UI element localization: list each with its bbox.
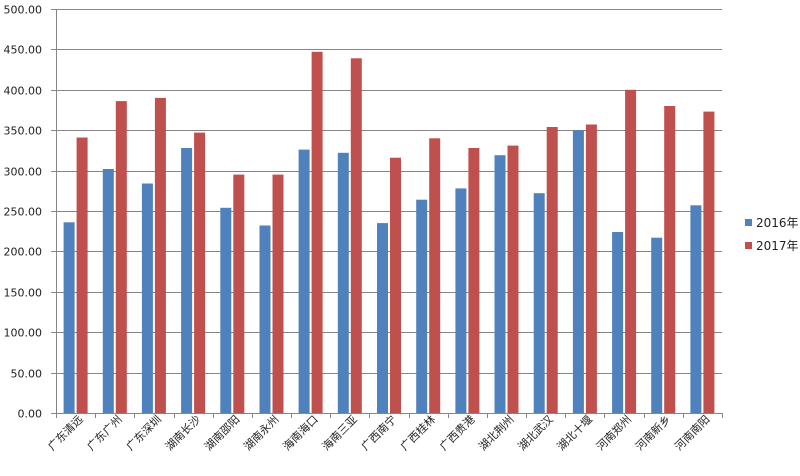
bar-2016 xyxy=(181,148,193,413)
y-tick-label: 250.00 xyxy=(4,206,43,219)
bar-2017 xyxy=(625,89,637,414)
x-category-label: 湖北武汉 xyxy=(516,413,556,453)
bar-2017 xyxy=(272,174,284,413)
bar-2016 xyxy=(533,193,545,413)
bar-2017 xyxy=(546,127,558,413)
bars xyxy=(63,51,715,414)
y-tick-label: 200.00 xyxy=(4,246,43,259)
y-tick-label: 0.00 xyxy=(18,408,43,421)
bar-2017 xyxy=(154,97,166,414)
bar-2016 xyxy=(494,155,506,413)
x-category-label: 广西贵港 xyxy=(437,413,477,453)
x-category-label: 广西南宁 xyxy=(358,412,399,453)
x-category-label: 湖北十堰 xyxy=(554,412,595,453)
x-category-label: 广西桂林 xyxy=(397,412,438,453)
bar-2017 xyxy=(507,145,519,413)
bar-2017 xyxy=(194,132,206,413)
y-tick-label: 300.00 xyxy=(4,166,43,179)
x-category-label: 湖北荆州 xyxy=(476,413,516,453)
x-category-label: 湖南长沙 xyxy=(163,413,203,453)
gridlines xyxy=(51,9,722,414)
bar-2016 xyxy=(141,183,153,413)
x-category-label: 湖南邵阳 xyxy=(202,413,242,453)
bar-2016 xyxy=(63,222,75,413)
bar-2017 xyxy=(115,101,127,413)
bar-2016 xyxy=(220,207,232,413)
legend-swatch-2016 xyxy=(745,219,752,226)
bar-2017 xyxy=(468,148,480,413)
bar-2016 xyxy=(651,237,663,413)
bar-2017 xyxy=(703,111,715,413)
y-tick-label: 350.00 xyxy=(4,125,43,138)
bar-2016 xyxy=(455,188,467,413)
bar-2016 xyxy=(690,205,702,413)
x-category-label: 海南海口 xyxy=(280,412,321,453)
bar-2016 xyxy=(416,199,428,413)
bar-2017 xyxy=(390,157,401,413)
x-category-label: 河南郑州 xyxy=(593,412,634,453)
x-category-label: 河南新乡 xyxy=(632,412,673,453)
y-axis-tick-labels: 0.00 50.00 100.00 150.00 200.00 250.00 300.00 3… xyxy=(4,4,43,421)
y-tick-label: 500.00 xyxy=(4,4,43,17)
bar-2016 xyxy=(259,225,271,413)
legend-label-2017: 2017年 xyxy=(756,239,799,253)
x-category-label: 广东广州 xyxy=(85,413,125,453)
y-tick-label: 50.00 xyxy=(11,368,43,381)
bar-2017 xyxy=(350,58,362,414)
bar-2016 xyxy=(377,223,388,413)
legend-label-2016: 2016年 xyxy=(756,216,799,230)
bar-2017 xyxy=(311,51,323,414)
x-category-label: 河南南阳 xyxy=(672,413,712,453)
bar-2016 xyxy=(298,149,310,413)
axes xyxy=(56,9,723,418)
x-axis-category-labels: 广东清远广东广州广东深圳湖南长沙湖南邵阳湖南永州海南海口海南三亚广西南宁广西桂林… xyxy=(45,412,712,453)
x-category-label: 湖南永州 xyxy=(241,412,282,453)
bar-2016 xyxy=(572,130,584,413)
bar-2017 xyxy=(76,137,88,413)
bar-2016 xyxy=(612,232,624,413)
legend: 2016年 2017年 xyxy=(745,216,799,253)
bar-2017 xyxy=(664,106,676,413)
y-tick-label: 100.00 xyxy=(4,327,43,340)
bar-2016 xyxy=(102,169,114,413)
y-tick-label: 400.00 xyxy=(4,85,43,98)
x-category-label: 海南三亚 xyxy=(319,412,360,453)
legend-swatch-2017 xyxy=(745,242,752,249)
y-tick-label: 450.00 xyxy=(4,44,43,57)
bar-2017 xyxy=(429,138,441,414)
bar-2016 xyxy=(337,152,349,414)
bar-2017 xyxy=(585,124,597,413)
x-category-label: 广东深圳 xyxy=(124,413,164,453)
y-tick-label: 150.00 xyxy=(4,287,43,300)
bar-2017 xyxy=(233,174,245,413)
x-category-label: 广东清远 xyxy=(45,413,85,453)
